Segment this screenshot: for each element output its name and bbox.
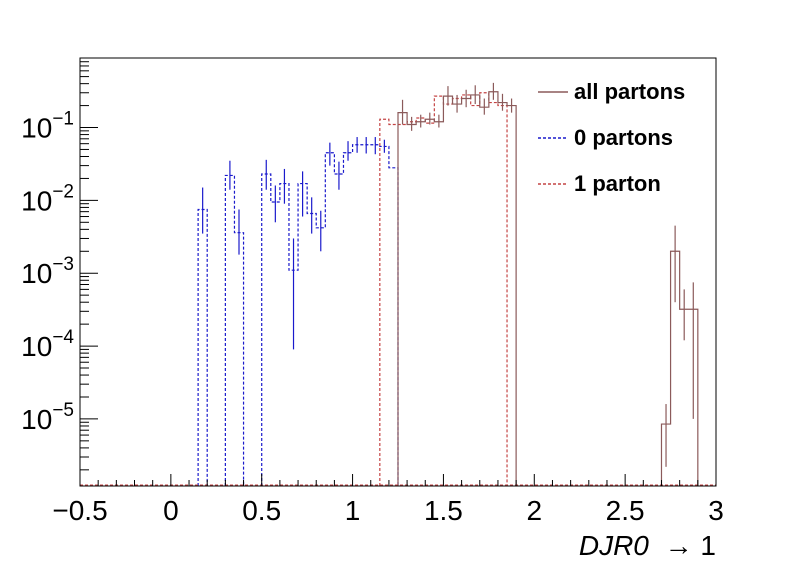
legend-entry: 0 partons	[538, 125, 673, 150]
legend-entry: 1 parton	[538, 171, 661, 196]
histogram-bin-outline	[660, 250, 699, 486]
series-1-parton	[379, 92, 508, 486]
y-tick-label-exponent: −1	[52, 109, 74, 130]
legend-label: all partons	[574, 79, 685, 104]
histogram-bin-outline	[261, 144, 399, 486]
y-tick-label-exponent: −3	[52, 254, 74, 275]
y-tick-label: 10−1	[21, 109, 74, 144]
y-tick-label: 10−2	[21, 181, 74, 216]
y-tick-label-base: 10	[21, 331, 52, 362]
y-tick-label-base: 10	[21, 404, 52, 435]
x-tick-label: −0.5	[52, 495, 107, 526]
histogram-bin-outline	[379, 92, 508, 486]
tick-labels: −0.5 0 0.5 1 1.5 2 2.5 310−510−410−310−210−1	[21, 109, 724, 526]
y-tick-label: 10−4	[21, 327, 74, 362]
legend-label: 0 partons	[574, 125, 673, 150]
legend-entry: all partons	[538, 79, 685, 104]
axis-ticks	[79, 57, 717, 486]
y-tick-label-exponent: −4	[52, 327, 74, 348]
y-tick-label: 10−3	[21, 254, 74, 289]
y-tick-label-base: 10	[21, 113, 52, 144]
y-tick-label-base: 10	[21, 258, 52, 289]
series-layer	[80, 82, 716, 486]
x-tick-label: 0.5	[242, 495, 281, 526]
legend-label: 1 parton	[574, 171, 661, 196]
x-axis-label: DJR0 → 1	[579, 530, 716, 561]
x-tick-label: 1.5	[424, 495, 463, 526]
x-tick-label: 2	[526, 495, 542, 526]
y-tick-label-exponent: −2	[52, 181, 74, 202]
x-tick-label: 3	[708, 495, 724, 526]
legend: all partons 0 partons 1 parton	[538, 79, 685, 196]
histogram-bin-outline	[197, 208, 208, 486]
series-0-partons	[197, 137, 399, 486]
x-tick-label: 0	[163, 495, 179, 526]
x-tick-label: 2.5	[606, 495, 645, 526]
x-tick-label: 1	[345, 495, 361, 526]
histogram-bin-outline	[224, 174, 245, 486]
y-tick-label: 10−5	[21, 400, 74, 435]
y-tick-label-exponent: −5	[52, 400, 74, 421]
x-axis-label-var: DJR0	[579, 530, 649, 561]
x-axis-label-rest: → 1	[665, 530, 716, 561]
histogram-bin-outline	[397, 91, 517, 486]
axes-frame	[79, 57, 717, 487]
y-tick-label-base: 10	[21, 185, 52, 216]
series-all-partons	[397, 82, 699, 486]
plot-frame	[79, 57, 717, 487]
